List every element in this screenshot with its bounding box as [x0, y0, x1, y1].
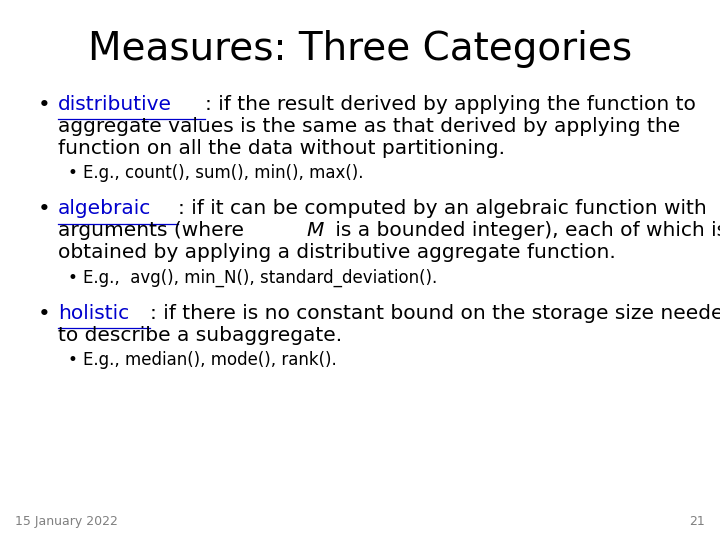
Text: obtained by applying a distributive aggregate function.: obtained by applying a distributive aggr…	[58, 244, 616, 262]
Text: E.g.,  avg(), min_N(), standard_deviation().: E.g., avg(), min_N(), standard_deviation…	[83, 269, 437, 287]
Text: •: •	[38, 95, 50, 115]
Text: : if the result derived by applying the function to: : if the result derived by applying the …	[205, 95, 702, 114]
Text: function on all the data without partitioning.: function on all the data without partiti…	[58, 139, 505, 158]
Text: is a bounded integer), each of which is: is a bounded integer), each of which is	[328, 221, 720, 240]
Text: : if there is no constant bound on the storage size needed: : if there is no constant bound on the s…	[150, 304, 720, 323]
Text: •: •	[68, 352, 78, 369]
Text: E.g., count(), sum(), min(), max().: E.g., count(), sum(), min(), max().	[83, 164, 364, 183]
Text: •: •	[68, 164, 78, 183]
Text: algebraic: algebraic	[58, 199, 151, 219]
Text: •: •	[38, 304, 50, 324]
Text: 15 January 2022: 15 January 2022	[15, 515, 118, 528]
Text: •: •	[38, 199, 50, 219]
Text: •: •	[68, 269, 78, 287]
Text: arguments (where: arguments (where	[58, 221, 251, 240]
Text: : if it can be computed by an algebraic function with: : if it can be computed by an algebraic …	[179, 199, 714, 219]
Text: aggregate values is the same as that derived by applying the: aggregate values is the same as that der…	[58, 117, 680, 136]
Text: Measures: Three Categories: Measures: Three Categories	[88, 30, 632, 68]
Text: E.g., median(), mode(), rank().: E.g., median(), mode(), rank().	[83, 352, 337, 369]
Text: 21: 21	[689, 515, 705, 528]
Text: M: M	[306, 221, 323, 240]
Text: to describe a subaggregate.: to describe a subaggregate.	[58, 326, 342, 345]
Text: holistic: holistic	[58, 304, 129, 323]
Text: distributive: distributive	[58, 95, 172, 114]
